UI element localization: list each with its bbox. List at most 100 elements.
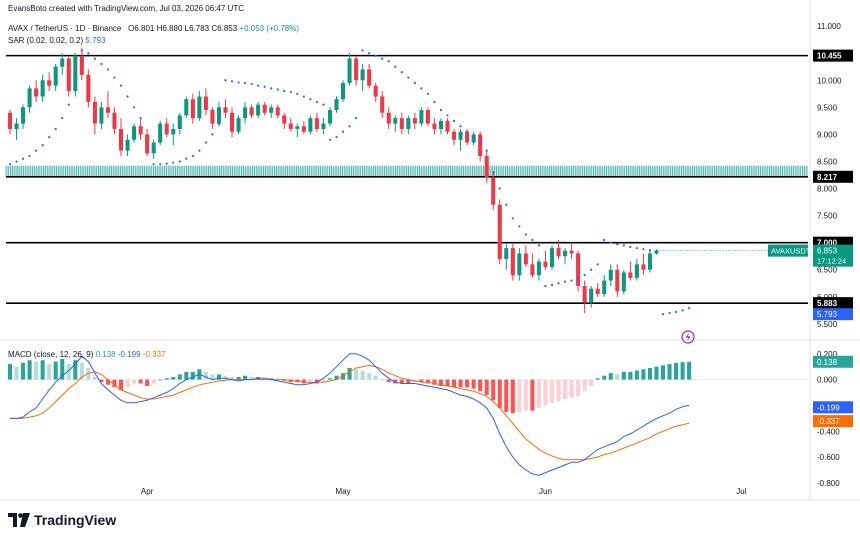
sar-dot [152,163,155,166]
time-axis[interactable]: Apr May Jun Jul [141,487,747,496]
sar-dot [681,309,684,312]
macd-histogram-bar [445,379,450,387]
sar-dot [413,81,416,85]
open-value: 6.801 [134,24,155,33]
macd-histogram-bar [327,378,332,380]
price-tick-label: 7.500 [817,212,838,221]
macd-histogram-bar [158,379,163,381]
sar-dot [688,307,691,310]
sar-dot [400,71,403,74]
macd-label[interactable]: MACD (close, 12, 26, 9) [8,350,94,359]
macd-signal-tag [813,415,853,428]
level-tag [813,297,853,310]
sar-dot [126,95,129,98]
bear-candle [354,58,359,81]
sar-dot [524,233,527,236]
lightning-icon[interactable] [681,330,695,344]
bull-candle [243,107,248,119]
macd-histogram-bar [641,369,646,380]
macd-histogram-bar [86,367,91,380]
bull-candle [360,69,365,81]
horizontal-levels [6,54,808,304]
macd-histogram-bar [203,371,208,380]
macd-histogram-bar [615,374,620,380]
bull-candle [621,272,626,292]
tradingview-logo[interactable]: TradingView [8,512,116,528]
sar-dot [492,171,495,174]
sar-dot [446,114,449,117]
bull-candle [327,110,332,124]
sar-label[interactable]: SAR (0.02, 0.02, 0.2) [8,36,84,45]
macd-histogram-bar [484,379,489,396]
sar-dot [328,138,332,141]
support-zone [5,165,808,177]
low-label: L [184,24,190,33]
bull-candle [125,139,130,151]
sar-dot [407,76,410,79]
sar-dot [394,65,397,68]
bull-candle [341,82,346,100]
macd-line-tag-label: -0.199 [817,403,840,412]
macd-histogram-bar [582,379,587,392]
bear-candle [367,69,372,86]
sar-dot [250,82,253,86]
bear-candle [79,55,84,75]
sar-dot [283,89,286,93]
macd-histogram-bar [373,375,378,380]
macd-histogram-bar [177,374,182,380]
macd-histogram-bar [608,373,613,380]
bear-candle [641,264,646,270]
bull-candle [608,269,613,281]
bear-candle [190,99,195,119]
sar-dot [106,68,110,71]
countdown-label: 17:12:24 [817,257,846,266]
time-tick-label: May [335,487,350,496]
macd-histogram-bar [282,379,287,381]
macd-histogram-bar [14,366,19,380]
macd-histogram-bar [229,377,235,380]
macd-histogram-bar [465,379,470,388]
macd-histogram-bar [393,379,398,384]
bull-candle [334,99,339,111]
bear-candle [445,120,450,132]
macd-histogram-bar [478,379,483,392]
sar-dot [485,149,488,152]
symbol-title[interactable]: AVAX / TetherUS · 1D · Binance [8,24,122,33]
macd-histogram-bar [99,379,104,383]
macd-histogram-bar [60,358,65,380]
high-label: H [156,24,163,33]
macd-histogram-bar [471,379,476,389]
macd-tick-label: 0.200 [817,350,838,359]
sar-dot [387,60,390,63]
sar-dot [472,136,475,139]
sar-dot [119,84,123,87]
macd-histogram-bar [105,379,110,385]
open-label: O [128,24,135,33]
sar-dot [309,98,312,101]
macd-histogram-bar [118,379,124,390]
bear-candle [491,177,496,205]
bull-candle [151,142,156,154]
bear-candle [203,96,208,111]
sar-dot [178,160,181,163]
macd-histogram-bar [523,379,528,411]
bear-candle [210,110,215,124]
sar-dot [198,149,201,152]
sar-dot [420,87,423,90]
bull-candle [393,118,398,124]
bear-candle [66,58,71,92]
macd-histogram-bar [190,371,195,380]
bear-candle [314,118,319,129]
sar-dot [583,274,586,277]
macd-histogram-bar [543,379,548,406]
bear-candle [465,131,470,143]
sar-dot [642,248,645,251]
sar-dot [668,311,671,315]
macd-histogram-bar [184,371,189,380]
macd-histogram-bar [680,362,685,380]
macd-histogram-bar [314,379,319,384]
sar-dot [511,217,514,220]
macd-hist-tag-label: 0.138 [817,358,838,367]
bear-candle [523,253,528,265]
